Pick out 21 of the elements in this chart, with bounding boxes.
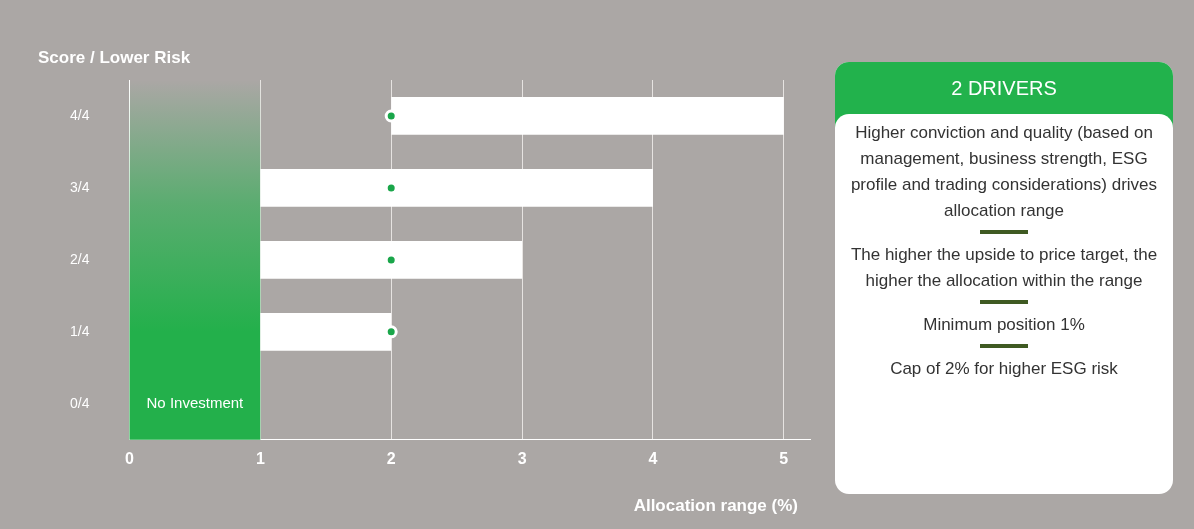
- x-tick-label: 3: [517, 449, 527, 467]
- x-tick-label: 0: [125, 449, 135, 467]
- x-tick-label: 4: [648, 449, 658, 467]
- y-tick-label: 4/4: [69, 106, 90, 123]
- y-tick-label: 1/4: [69, 322, 90, 339]
- y-tick-label: 3/4: [69, 178, 90, 195]
- x-tick-label: 2: [386, 449, 396, 467]
- x-tick-label: 1: [255, 449, 265, 467]
- x-tick-label: 5: [779, 449, 789, 467]
- text: The higher the upside to price target, the higher the allocation within the range: [849, 244, 1159, 292]
- bar: [260, 169, 653, 207]
- text: Higher conviction and quality (based on management, business strength, ESG profile and trading considerations) drives allocation range: [849, 122, 1159, 222]
- bar: [260, 241, 523, 279]
- band-label: No Investment: [146, 393, 245, 411]
- y-tick-label: 2/4: [69, 250, 90, 267]
- y-tick-label: 0/4: [69, 394, 90, 411]
- text: Cap of 2% for higher ESG risk: [889, 358, 1119, 380]
- y-axis-title: Score / Lower Risk: [38, 48, 191, 68]
- text: 2 DRIVERS: [951, 77, 1057, 99]
- text: Minimum position 1%: [922, 314, 1086, 336]
- x-axis-title: Allocation range (%): [633, 496, 798, 516]
